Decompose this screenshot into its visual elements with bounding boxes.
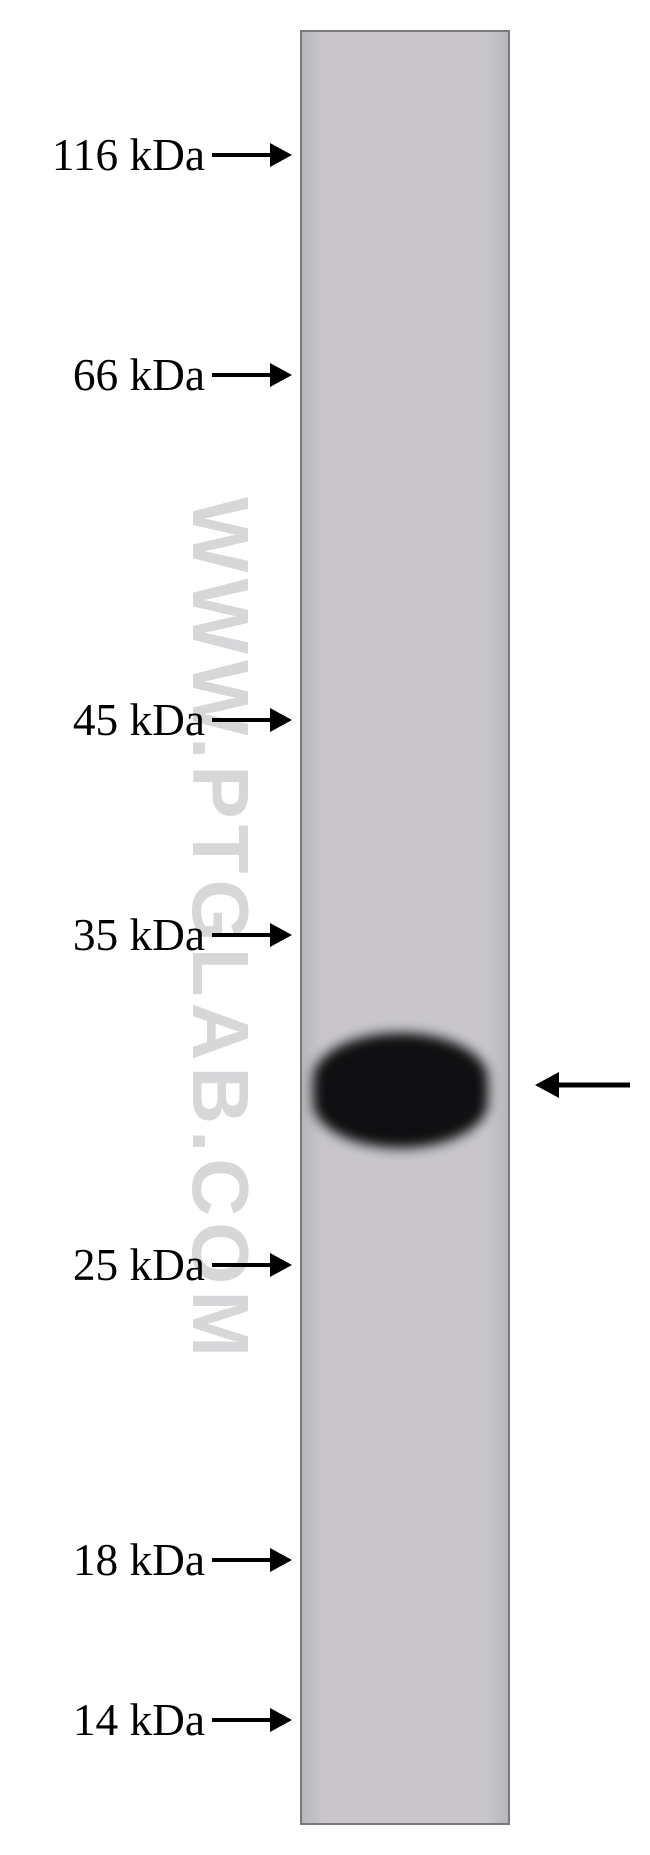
blot-figure: WWW.PTGLAB.COM 116 kDa66 kDa45 kDa35 kDa… (0, 0, 650, 1855)
mw-marker-label: 45 kDa (73, 694, 205, 746)
mw-marker-label: 66 kDa (73, 349, 205, 401)
mw-marker-label: 116 kDa (52, 129, 205, 181)
mw-marker-label: 35 kDa (73, 909, 205, 961)
mw-marker-label: 18 kDa (73, 1534, 205, 1586)
mw-marker-label: 14 kDa (73, 1694, 205, 1746)
mw-marker-label: 25 kDa (73, 1239, 205, 1291)
protein-band (313, 1033, 488, 1148)
blot-lane (300, 30, 510, 1825)
